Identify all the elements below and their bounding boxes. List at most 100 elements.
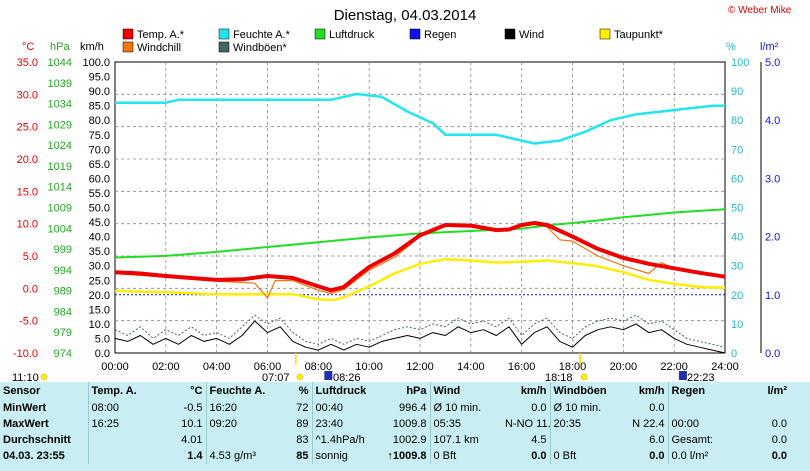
legend-swatch (218, 41, 230, 53)
humidity-tick-label: 30 (731, 261, 743, 273)
temp-tick-label: 20.0 (17, 154, 38, 166)
time-tick-label: 06:00 (254, 361, 282, 373)
stats-cell: 1002.9 (392, 434, 427, 446)
humidity-tick-label: 60 (731, 173, 743, 185)
rain-unit-label: l/m² (760, 41, 779, 53)
wind-tick-label: 5.0 (95, 333, 110, 345)
stats-cell: 72 (296, 402, 309, 414)
wind-tick-label: 15.0 (89, 304, 110, 316)
stats-cell: 4.01 (181, 434, 203, 446)
stats-cell: 0 Bft (429, 448, 502, 464)
stats-cell: Gesamt: (667, 432, 746, 448)
event-labels: 11:10 07:07 08:26 18:18 22:23 (12, 372, 715, 382)
sunrise-time: 07:07 (262, 372, 290, 382)
legend-swatch (409, 28, 421, 40)
temp-tick-label: -5.0 (19, 316, 38, 328)
wind-tick-label: 50.0 (89, 203, 110, 215)
statistics-table: Sensor Temp. A. °C Feuchte A. % Luftdruc… (0, 382, 790, 464)
stats-cell: 6.0 (649, 434, 665, 446)
wind-tick-label: 55.0 (89, 188, 110, 200)
temp-tick-label: 10.0 (17, 219, 38, 231)
wind-tick-label: 65.0 (89, 159, 110, 171)
stats-cell: N-NO 11.2 (505, 418, 550, 430)
stats-cell: 0.0 (771, 450, 787, 462)
temp-tick-label: 35.0 (17, 57, 38, 69)
stats-row-current: 04.03. 23:55 1.4 4.53 g/m³ 85 sonnig ↑10… (0, 448, 790, 464)
humidity-tick-label: 100 (731, 57, 749, 69)
stats-cell: 08:00 (87, 400, 158, 416)
wind-tick-label: 70.0 (89, 144, 110, 156)
stats-header-cell: % (298, 385, 309, 397)
time-tick-label: 12:00 (406, 361, 434, 373)
rain-tick-label: 4.0 (765, 115, 780, 127)
stats-header-cell: Luftdruck (311, 382, 380, 400)
legend-label: Windböen* (233, 42, 288, 54)
legend-swatch (504, 28, 516, 40)
stats-cell: 00:00 (667, 416, 746, 432)
temp-tick-label: 25.0 (17, 122, 38, 134)
series-line-feuchte-a (115, 92, 725, 145)
wind-tick-label: 10.0 (89, 319, 110, 331)
stats-row-label: Durchschnitt (3, 434, 71, 446)
wind-tick-label: 45.0 (89, 217, 110, 229)
pressure-tick-label: 974 (54, 348, 72, 360)
wind-tick-label: 90.0 (89, 86, 110, 98)
legend-swatch (314, 28, 326, 40)
stats-cell: 0.0 l/m² (667, 448, 746, 464)
stats-cell (549, 432, 624, 448)
stats-header-cell: hPa (406, 385, 427, 397)
stats-row-label: 04.03. 23:55 (3, 450, 65, 462)
time-tick-label: 14:00 (457, 361, 485, 373)
stats-cell: 0.0 (649, 450, 665, 462)
stats-cell: 00:40 (311, 400, 380, 416)
stats-cell: 0.0 (531, 450, 547, 462)
stats-cell: ^1.4hPa/h (311, 432, 380, 448)
stats-row-max: MaxWert 16:25 10.1 09:20 89 23:40 1009.8… (0, 416, 790, 432)
series-line-windb-en (114, 314, 726, 348)
pressure-tick-label: 1029 (48, 119, 72, 131)
temp-unit-label: °C (22, 41, 34, 53)
legend-label: Feuchte A.* (233, 29, 291, 41)
event-markers (40, 353, 687, 381)
stats-cell: ↑1009.8 (387, 450, 427, 462)
stats-cell: 0.0 (771, 434, 787, 446)
legend-label: Wind (519, 29, 544, 41)
statistics-panel: Sensor Temp. A. °C Feuchte A. % Luftdruc… (0, 382, 810, 471)
stats-cell (205, 432, 276, 448)
rain-tick-label: 1.0 (765, 290, 780, 302)
sun-icon (580, 373, 588, 381)
chart-title: Dienstag, 04.03.2014 (334, 7, 477, 24)
stats-header-cell: Temp. A. (87, 382, 158, 400)
time-tick-label: 20:00 (610, 361, 638, 373)
pressure-tick-label: 1004 (48, 223, 72, 235)
time-tick-label: 00:00 (101, 361, 129, 373)
stats-row-avg: Durchschnitt 4.01 83 ^1.4hPa/h 1002.9 10… (0, 432, 790, 448)
stats-cell: 10.1 (181, 418, 203, 430)
pressure-tick-label: 1039 (48, 78, 72, 90)
stats-cell: 23:40 (311, 416, 380, 432)
sunset-time: 18:18 (545, 372, 573, 382)
series-line-taupunkt (114, 257, 726, 302)
pressure-tick-label: 1019 (48, 161, 72, 173)
stats-cell: 996.4 (398, 402, 427, 414)
stats-cell: sonnig (311, 448, 380, 464)
pressure-tick-label: 1014 (48, 182, 72, 194)
stats-cell: 4.53 g/m³ (205, 448, 276, 464)
wind-tick-label: 95.0 (89, 72, 110, 84)
stats-cell: 16:25 (87, 416, 158, 432)
temp-tick-label: 30.0 (17, 89, 38, 101)
time-tick-label: 22:00 (660, 361, 688, 373)
time-tick-label: 04:00 (203, 361, 231, 373)
stats-cell: 1009.8 (392, 418, 427, 430)
rain-tick-label: 0.0 (765, 348, 780, 360)
moonrise-time: 11:10 (12, 372, 39, 382)
temp-tick-label: 0.0 (23, 283, 38, 295)
legend-label: Temp. A.* (137, 29, 185, 41)
humidity-tick-label: 50 (731, 203, 743, 215)
pressure-unit-label: hPa (50, 41, 70, 53)
stats-cell: 16:20 (205, 400, 276, 416)
stats-header-cell: Windböen (549, 382, 624, 400)
time-tick-label: 16:00 (508, 361, 536, 373)
moonset-time: 22:23 (687, 372, 715, 382)
stats-header-cell: Wind (429, 382, 502, 400)
